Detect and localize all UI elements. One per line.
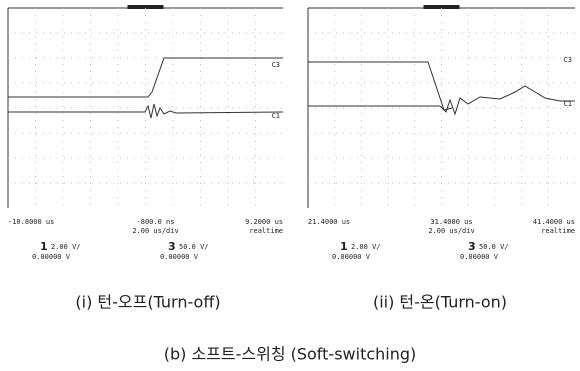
timebase: 2.00 us/div [428, 227, 474, 235]
channel-id: 3 [168, 240, 176, 253]
channel-scale: 50.0 V/ [179, 243, 209, 251]
trace-label: C1 [564, 100, 572, 108]
panel-caption: (i) 턴-오프(Turn-off) [75, 293, 220, 312]
waveform-c3 [308, 62, 452, 110]
figure: (b) 소프트-스위칭 (Soft-switching) C3 C1 -10.800… [0, 0, 580, 371]
time-label: 9.2000 us [245, 218, 283, 226]
waveform-c3 [8, 58, 283, 97]
mode: realtime [249, 227, 283, 235]
time-label: -800.0 ns [137, 218, 175, 226]
channel-scale: 50.0 V/ [479, 243, 509, 251]
timebase: 2.00 us/div [132, 227, 178, 235]
time-label: -10.8000 us [8, 218, 54, 226]
channel-id: 1 [340, 240, 348, 253]
trace-label: C1 [272, 112, 280, 120]
channel-offset: 0.00000 V [32, 253, 71, 261]
trace-label: C3 [272, 61, 280, 69]
trace-label: C3 [564, 56, 572, 64]
channel-scale: 2.00 V/ [51, 243, 81, 251]
channel-id: 3 [468, 240, 476, 253]
channel-offset: 0.00000 V [460, 253, 499, 261]
channel-offset: 0.00000 V [160, 253, 199, 261]
mode: realtime [541, 227, 575, 235]
time-label: 31.4000 us [430, 218, 472, 226]
channel-id: 1 [40, 240, 48, 253]
channel-offset: 0.00000 V [332, 253, 371, 261]
figure-caption: (b) 소프트-스위칭 (Soft-switching) [164, 345, 417, 364]
time-label: 21.4000 us [308, 218, 350, 226]
time-label: 41.4000 us [533, 218, 575, 226]
panel-caption: (ii) 턴-온(Turn-on) [373, 293, 507, 312]
channel-scale: 2.00 V/ [351, 243, 381, 251]
